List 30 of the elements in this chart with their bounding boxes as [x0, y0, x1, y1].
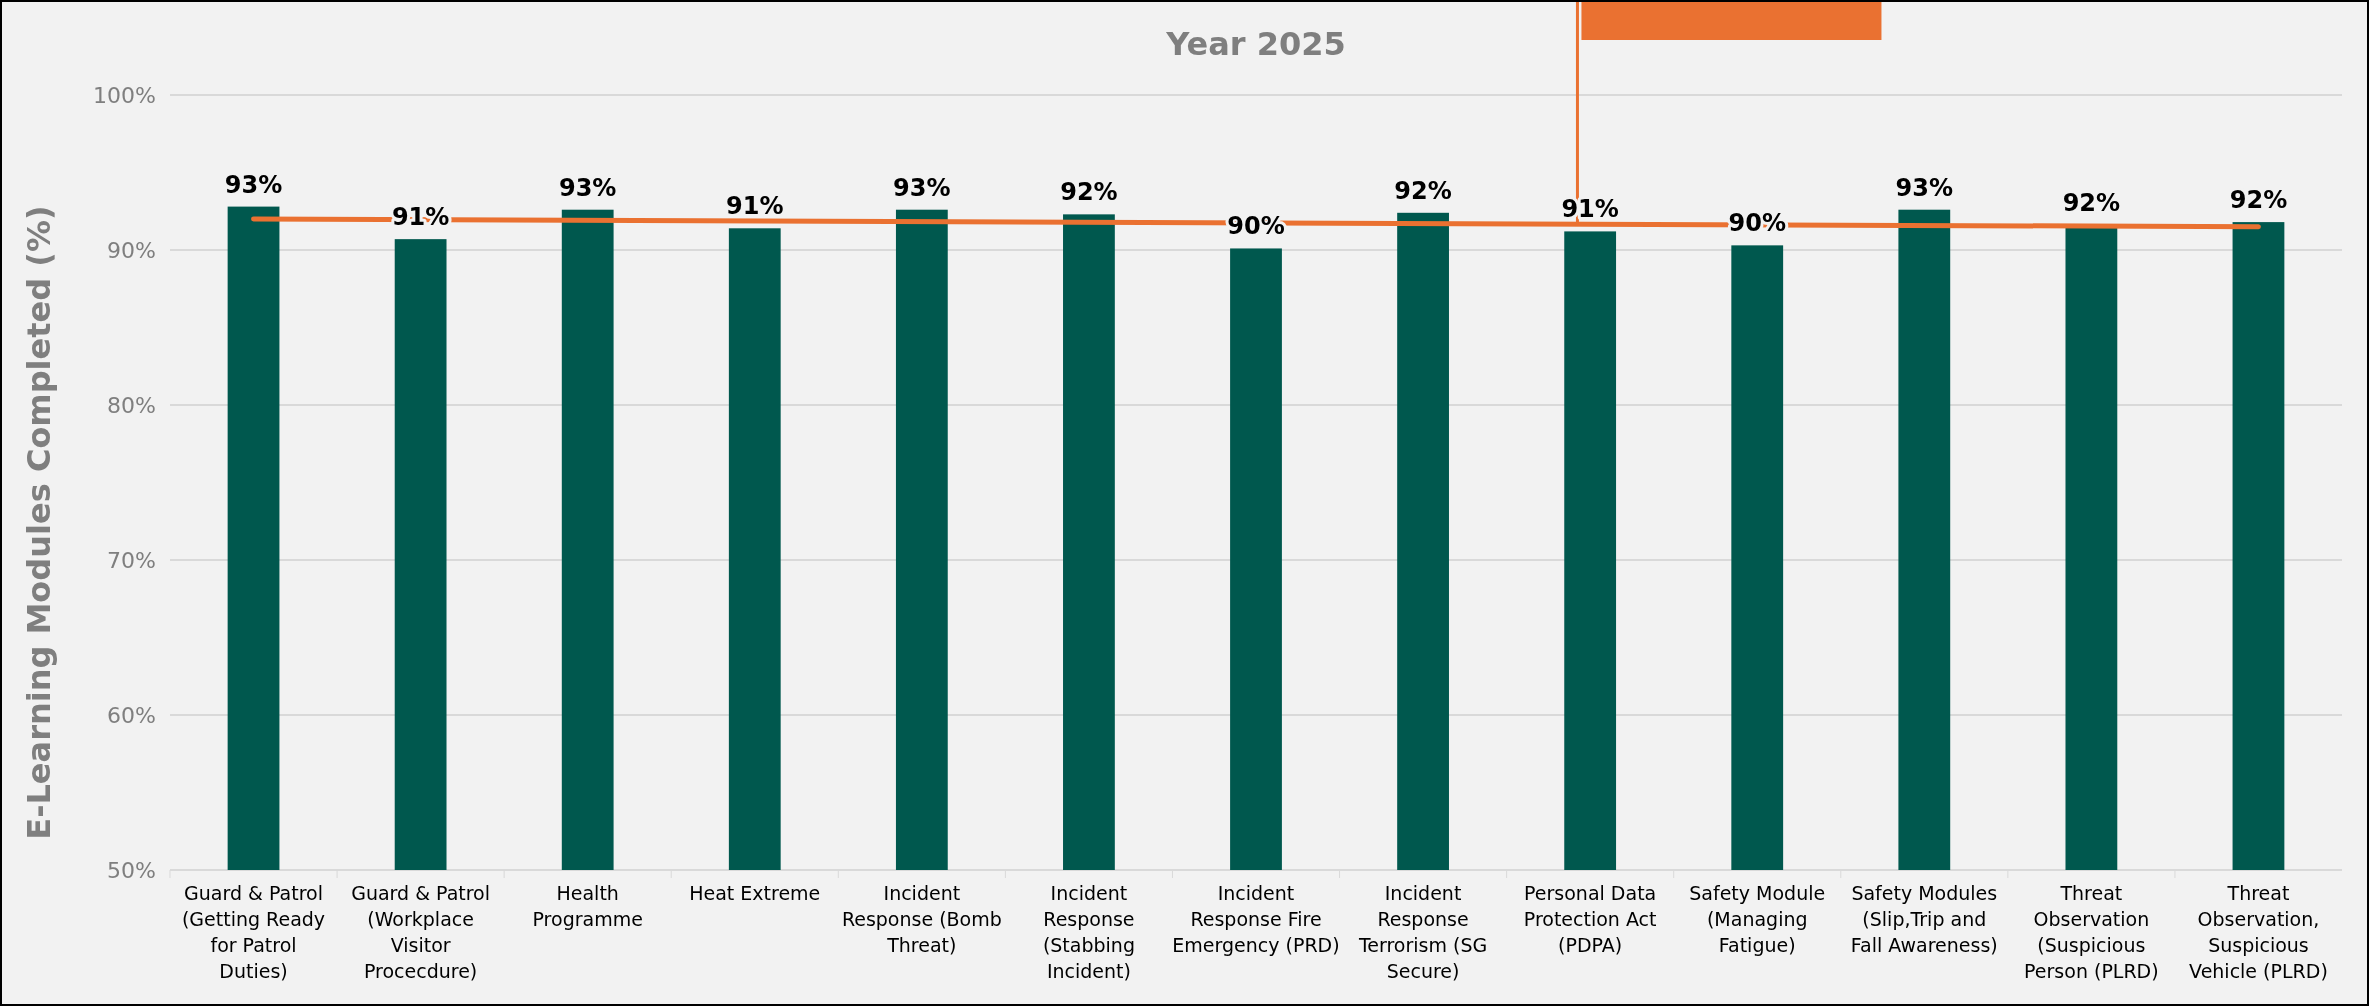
x-tick-label: Health Programme	[532, 882, 643, 930]
data-label: 92%	[1060, 178, 1118, 207]
x-tick-label: Guard & Patrol (Getting Ready for Patrol Duties)	[181, 882, 326, 982]
data-label: 92%	[2229, 186, 2288, 215]
x-tick-label: Heat Extreme	[689, 882, 821, 904]
data-label: 91%	[726, 192, 784, 221]
x-tick-label: Guard & Patrol (Workplace Visitor Procecdure)	[351, 882, 491, 982]
chart-title: Year 2025	[1165, 25, 1346, 63]
y-tick-label: 80%	[107, 392, 156, 418]
y-tick-label: 60%	[107, 702, 156, 728]
y-axis-title: E-Learning Modules Completed (%)	[20, 205, 58, 840]
data-label: 93%	[558, 173, 617, 202]
x-tick-label: Incident Response (Bomb Threat)	[841, 882, 1002, 956]
x-tick-label: Personal Data Protection Act (PDPA)	[1523, 882, 1657, 956]
x-tick-label: Safety Modules (Slip,Trip and Fall Awareness)	[1850, 882, 1998, 956]
y-tick-label: 100%	[93, 82, 156, 108]
x-tick-label: Threat Observation, Suspicious Vehicle (PLRD)	[2189, 882, 2328, 982]
y-tick-label: 50%	[107, 857, 156, 883]
x-tick-label: Incident Response Terrorism (SG Secure)	[1357, 882, 1488, 982]
x-tick-label: Incident Response (Stabbing Incident)	[1042, 882, 1135, 982]
x-tick-label: Safety Module (Managing Fatigue)	[1689, 882, 1826, 956]
data-label: 92%	[1394, 176, 1452, 205]
y-tick-label: 90%	[107, 237, 156, 263]
y-tick-label: 70%	[107, 547, 156, 573]
x-tick-label: Incident Response Fire Emergency (PRD)	[1172, 882, 1340, 956]
data-label: 93%	[893, 173, 951, 202]
data-label: 93%	[1895, 173, 1954, 202]
x-tick-label: Threat Observation (Suspicious Person (PLRD)	[2024, 882, 2159, 982]
data-label: 93%	[224, 170, 283, 199]
data-label: 92%	[2062, 189, 2121, 218]
